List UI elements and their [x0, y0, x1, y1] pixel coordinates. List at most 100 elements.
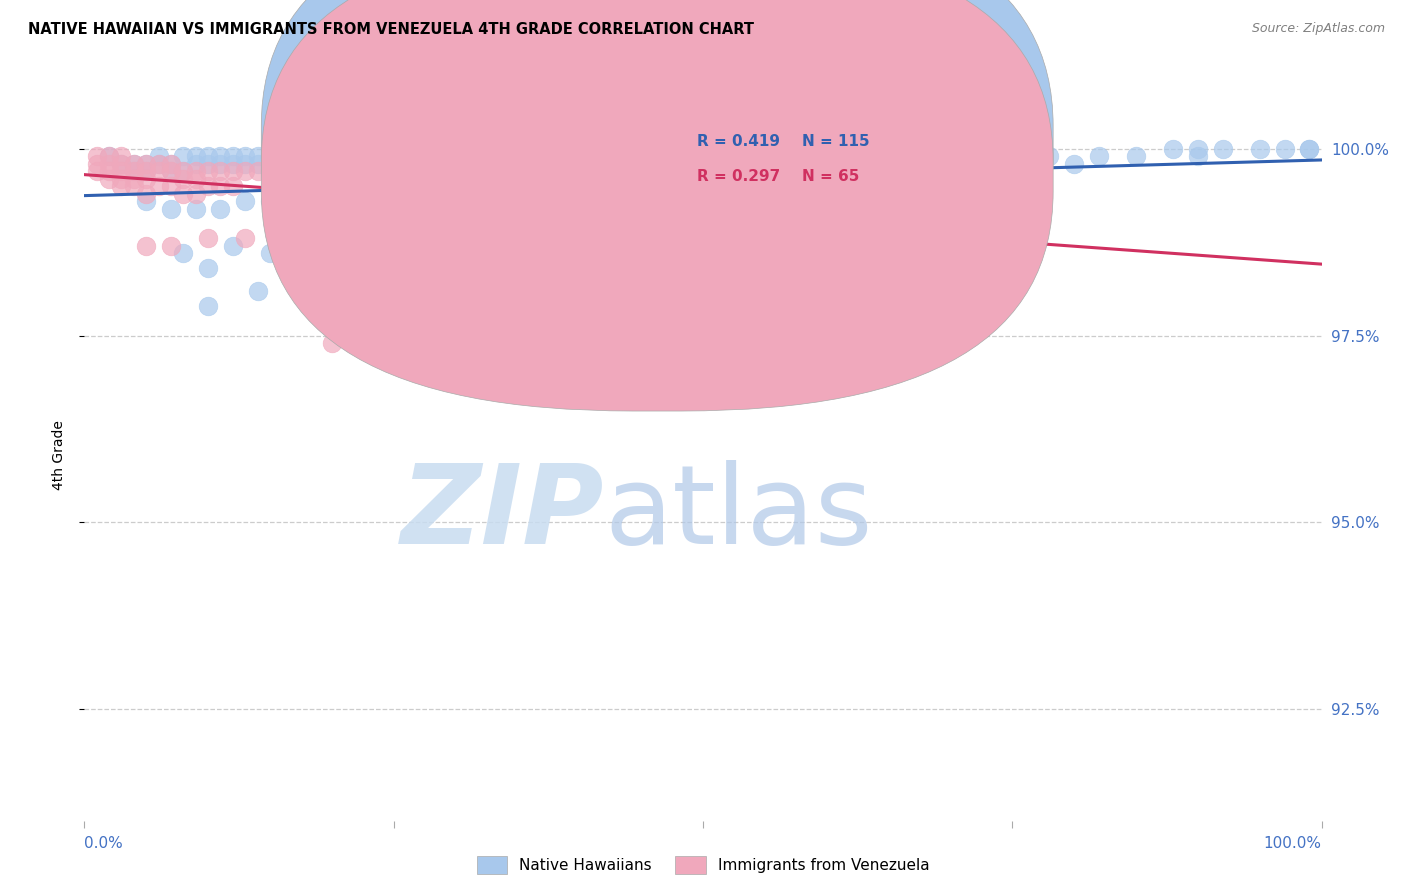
- Point: [284, 157, 307, 171]
- Point: [122, 157, 145, 171]
- Point: [1187, 142, 1209, 156]
- Point: [98, 171, 121, 186]
- Text: 100.0%: 100.0%: [1264, 836, 1322, 851]
- Point: [197, 179, 219, 194]
- Point: [172, 164, 194, 178]
- Point: [444, 291, 467, 305]
- Point: [494, 164, 516, 178]
- Point: [160, 202, 183, 216]
- Point: [184, 149, 207, 163]
- Point: [284, 164, 307, 178]
- Point: [86, 149, 108, 163]
- Point: [408, 157, 430, 171]
- Point: [271, 231, 294, 245]
- Point: [815, 171, 838, 186]
- Point: [148, 149, 170, 163]
- Point: [617, 164, 640, 178]
- Point: [160, 157, 183, 171]
- Point: [593, 164, 616, 178]
- Point: [295, 164, 318, 178]
- Point: [86, 164, 108, 178]
- Point: [914, 157, 936, 171]
- Point: [692, 164, 714, 178]
- Point: [877, 157, 900, 171]
- Point: [284, 194, 307, 209]
- Point: [172, 171, 194, 186]
- Point: [148, 157, 170, 171]
- Point: [271, 164, 294, 178]
- Point: [568, 202, 591, 216]
- Point: [233, 194, 256, 209]
- Point: [135, 171, 157, 186]
- Point: [295, 164, 318, 178]
- Legend: Native Hawaiians, Immigrants from Venezuela: Native Hawaiians, Immigrants from Venezu…: [471, 850, 935, 880]
- Point: [135, 164, 157, 178]
- Point: [110, 157, 132, 171]
- Point: [284, 224, 307, 238]
- Point: [135, 194, 157, 209]
- Point: [233, 164, 256, 178]
- Point: [395, 253, 418, 268]
- Point: [86, 157, 108, 171]
- Point: [754, 194, 776, 209]
- Point: [172, 186, 194, 201]
- Point: [246, 284, 269, 298]
- Point: [135, 157, 157, 171]
- Point: [1001, 179, 1024, 194]
- Point: [481, 186, 503, 201]
- Point: [419, 164, 441, 178]
- Point: [444, 209, 467, 223]
- Point: [259, 194, 281, 209]
- Point: [246, 149, 269, 163]
- Point: [444, 164, 467, 178]
- Point: [148, 179, 170, 194]
- Point: [295, 157, 318, 171]
- Point: [197, 261, 219, 276]
- Point: [160, 239, 183, 253]
- Point: [197, 164, 219, 178]
- Point: [295, 268, 318, 283]
- Point: [259, 164, 281, 178]
- Point: [692, 209, 714, 223]
- Point: [172, 149, 194, 163]
- Point: [209, 179, 232, 194]
- Point: [233, 157, 256, 171]
- Point: [643, 164, 665, 178]
- Point: [877, 186, 900, 201]
- Point: [1125, 149, 1147, 163]
- Point: [346, 164, 368, 178]
- Point: [209, 164, 232, 178]
- Point: [357, 171, 380, 186]
- Point: [543, 164, 565, 178]
- Point: [506, 209, 529, 223]
- Point: [148, 157, 170, 171]
- Point: [605, 149, 627, 163]
- Point: [222, 157, 245, 171]
- Text: atlas: atlas: [605, 460, 873, 567]
- Point: [841, 157, 863, 171]
- Point: [357, 164, 380, 178]
- Point: [432, 164, 454, 178]
- Point: [692, 179, 714, 194]
- Point: [419, 209, 441, 223]
- Point: [160, 179, 183, 194]
- Point: [284, 157, 307, 171]
- Point: [233, 149, 256, 163]
- Point: [222, 149, 245, 163]
- Point: [308, 194, 330, 209]
- Point: [444, 239, 467, 253]
- Point: [481, 157, 503, 171]
- Point: [877, 261, 900, 276]
- Point: [333, 164, 356, 178]
- Point: [790, 157, 813, 171]
- Point: [321, 164, 343, 178]
- Point: [939, 164, 962, 178]
- Point: [382, 217, 405, 231]
- Point: [246, 157, 269, 171]
- Point: [135, 186, 157, 201]
- Point: [184, 171, 207, 186]
- Point: [184, 202, 207, 216]
- Point: [308, 164, 330, 178]
- Point: [197, 149, 219, 163]
- Point: [370, 171, 392, 186]
